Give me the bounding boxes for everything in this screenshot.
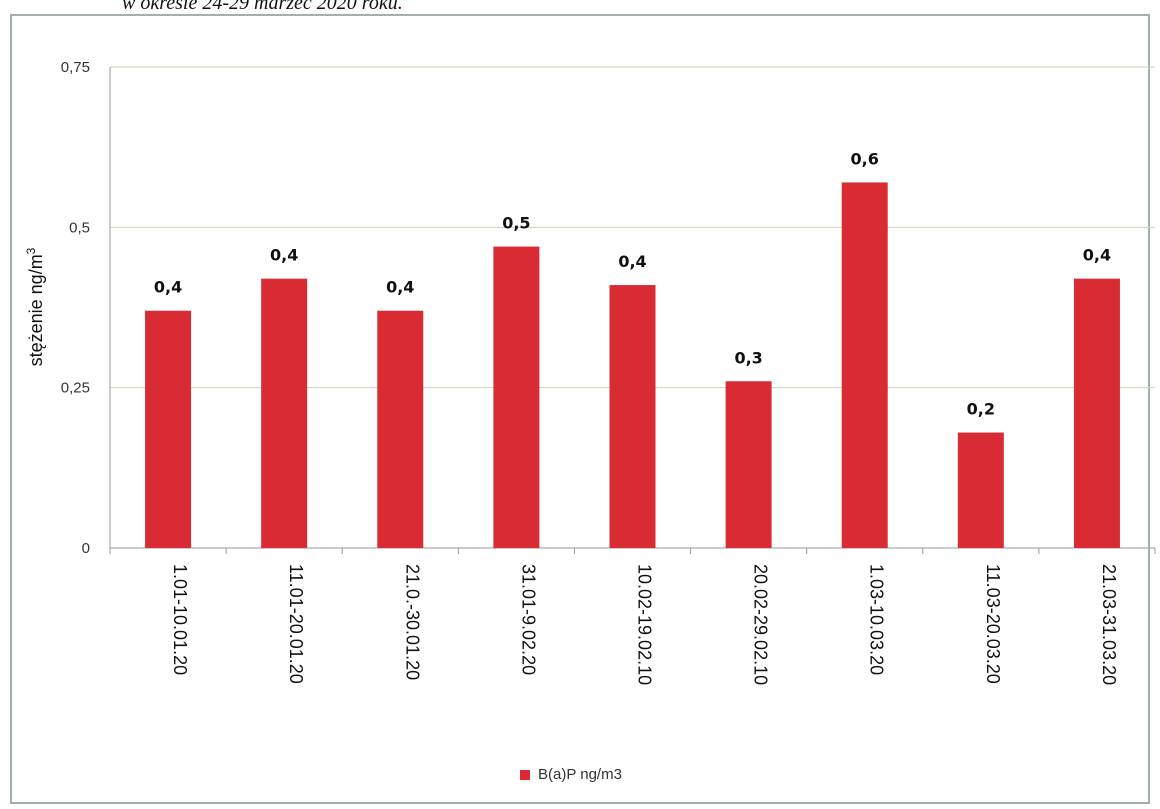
bar [493,246,540,548]
data-label: 0,4 [270,246,298,265]
bars [145,182,1120,548]
x-tick-label: 11.01-20.01.20 [286,564,306,684]
data-label: 0,5 [502,214,530,233]
bar [377,310,424,548]
y-tick-label: 0,25 [61,380,90,397]
x-tick-label: 1.03-10.03.20 [867,564,887,675]
legend-label: B(a)P ng/m3 [538,766,622,783]
y-tick-label: 0,75 [61,59,90,76]
tick-labels: 0 0,25 0,5 0,75 1.01-10.01.20 11.01-20.01.20 2… [61,59,1119,685]
data-label: 0,2 [967,400,995,419]
data-label: 0,4 [154,278,182,297]
y-axis-label-text: stężenie ng/m [26,254,46,366]
data-label: 0,6 [851,149,879,168]
bar [145,310,192,548]
bar [957,432,1004,548]
legend: B(a)P ng/m3 [520,766,622,783]
y-axis-label: stężenie ng/m3 [24,247,46,366]
data-label: 0,4 [1083,246,1111,265]
data-label: 0,3 [734,348,762,367]
data-labels: 0,4 0,4 0,4 0,5 0,4 0,3 0,6 0,2 0,4 [154,149,1111,418]
x-tick-label: 1.01-10.01.20 [170,564,190,675]
y-tick-label: 0 [82,540,90,557]
y-tick-label: 0,5 [69,219,90,236]
legend-swatch [520,769,530,780]
y-axis-label-superscript: 3 [24,247,38,254]
chart-frame [10,14,1150,804]
x-tick-label: 21.0.-30.01.20 [402,564,422,680]
figure-caption: w okresie 24-29 marzec 2020 roku. [122,0,403,14]
bar [609,285,656,548]
data-label: 0,4 [618,252,646,271]
x-tick-label: 11.03-20.03.20 [983,564,1003,684]
bar [1073,278,1120,548]
bar [725,381,772,548]
x-tick-label: 31.01-9.02.20 [518,564,538,675]
x-tick-label: 20.02-29.02.10 [751,564,771,685]
x-tick-label: 10.02-19.02.10 [635,564,655,685]
bar [841,182,888,548]
bar [261,278,308,548]
data-label: 0,4 [386,278,414,297]
x-tick-label: 21.03-31.03.20 [1099,564,1119,685]
